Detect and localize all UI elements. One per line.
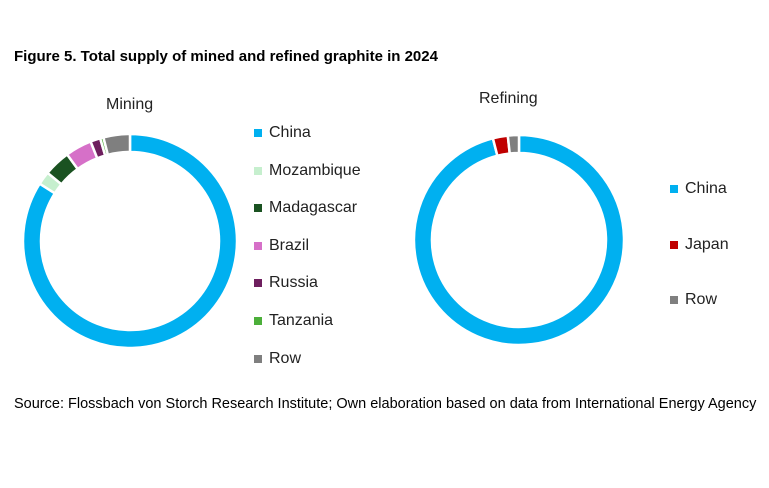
legend-label: China — [269, 124, 311, 141]
mining-chart-title: Mining — [106, 96, 154, 113]
legend-item-madagascar: Madagascar — [254, 199, 357, 217]
legend-item-row: Row — [254, 350, 301, 368]
legend-swatch — [254, 166, 262, 175]
legend-item-mozambique: Mozambique — [254, 162, 361, 180]
legend-item-row: Row — [670, 291, 717, 309]
refining-slice-china — [412, 133, 626, 347]
legend-swatch — [670, 185, 678, 193]
mining-slice-china — [21, 132, 239, 350]
mining-slice-row — [101, 132, 132, 157]
legend-swatch — [254, 204, 262, 213]
legend-label: Row — [685, 291, 718, 308]
legend-label: Madagascar — [269, 199, 358, 217]
legend-label: Russia — [269, 274, 318, 292]
legend-swatch — [254, 241, 262, 250]
legend-item-china: China — [254, 124, 311, 142]
legend-label: Japan — [685, 235, 729, 253]
figure-title: Figure 5. Total supply of mined and refi… — [14, 48, 438, 65]
legend-swatch — [254, 354, 262, 363]
legend-item-tanzania: Tanzania — [254, 312, 333, 330]
legend-swatch — [670, 240, 678, 249]
legend-item-china: China — [670, 180, 727, 198]
legend-swatch — [670, 296, 678, 304]
refining-chart-title: Refining — [479, 90, 538, 107]
legend-label: Tanzania — [269, 312, 334, 329]
legend-swatch — [254, 317, 262, 325]
refining-slice-row — [506, 133, 521, 155]
legend-item-japan: Japan — [670, 236, 729, 254]
source-note: Source: Flossbach von Storch Research In… — [14, 396, 757, 412]
legend-swatch — [254, 279, 262, 288]
legend-item-russia: Russia — [254, 274, 318, 292]
legend-label: Brazil — [269, 236, 310, 254]
legend-swatch — [254, 129, 262, 137]
legend-label: China — [685, 180, 727, 197]
legend-item-brazil: Brazil — [254, 237, 309, 255]
legend-label: Row — [269, 349, 302, 367]
legend-label: Mozambique — [269, 161, 361, 179]
